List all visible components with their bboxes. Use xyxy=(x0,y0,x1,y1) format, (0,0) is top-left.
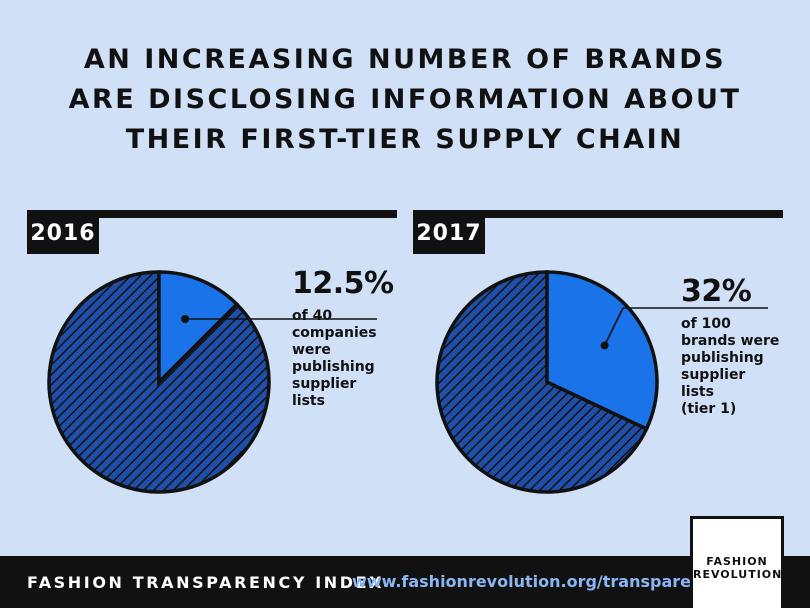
panel-2017: 2017 32% of 100 brands were publishing s… xyxy=(413,210,783,510)
leader-dot xyxy=(600,341,609,350)
headline-line-1: AN INCREASING NUMBER OF BRANDS xyxy=(83,44,727,75)
leader-dot xyxy=(181,314,190,323)
year-label: 2016 xyxy=(27,210,99,254)
year-label: 2017 xyxy=(413,210,485,254)
pie-chart-2016 xyxy=(47,270,377,494)
value-label: 12.5% xyxy=(292,266,394,301)
value-description: of 40 companies were publishing supplier… xyxy=(292,308,412,410)
panel-top-bar xyxy=(27,210,397,218)
description-line: companies xyxy=(292,325,377,341)
pie-slice-highlight xyxy=(157,270,240,387)
description-line: were xyxy=(292,342,331,358)
description-line: lists xyxy=(292,393,325,409)
description-line: supplier xyxy=(681,367,746,383)
description-line: of 100 xyxy=(681,316,731,332)
pie-slice-highlight xyxy=(545,270,659,432)
description-line: brands were xyxy=(681,333,780,349)
description-line: (tier 1) xyxy=(681,401,737,417)
panel-2016: 2016 12.5% of 40 companies were publishi… xyxy=(27,210,397,510)
pie-slice-rest xyxy=(435,270,649,494)
panel-top-bar xyxy=(413,210,783,218)
logo-line-2: REVOLUTION xyxy=(693,568,783,581)
description-line: publishing xyxy=(292,359,375,375)
pie-chart-2017 xyxy=(435,270,768,494)
website-link[interactable]: www.fashionrevolution.org/transparency xyxy=(352,572,723,591)
description-line: of 40 xyxy=(292,308,333,324)
index-name: FASHION TRANSPARENCY INDEX xyxy=(27,573,385,592)
leader-line xyxy=(603,307,624,346)
description-line: lists xyxy=(681,384,714,400)
headline-line-2: ARE DISCLOSING INFORMATION ABOUT xyxy=(68,84,742,115)
footer-bar: FASHION TRANSPARENCY INDEX www.fashionre… xyxy=(0,556,810,608)
description-line: publishing xyxy=(681,350,764,366)
description-line: supplier xyxy=(292,376,357,392)
headline-line-3: THEIR FIRST-TIER SUPPLY CHAIN xyxy=(125,124,685,155)
value-description: of 100 brands were publishing supplier l… xyxy=(681,316,801,418)
value-label: 32% xyxy=(681,274,752,309)
logo-line-1: FASHION xyxy=(706,555,768,568)
headline: AN INCREASING NUMBER OF BRANDS ARE DISCL… xyxy=(0,40,810,160)
fashion-revolution-logo: FASHION REVOLUTION xyxy=(690,516,784,608)
